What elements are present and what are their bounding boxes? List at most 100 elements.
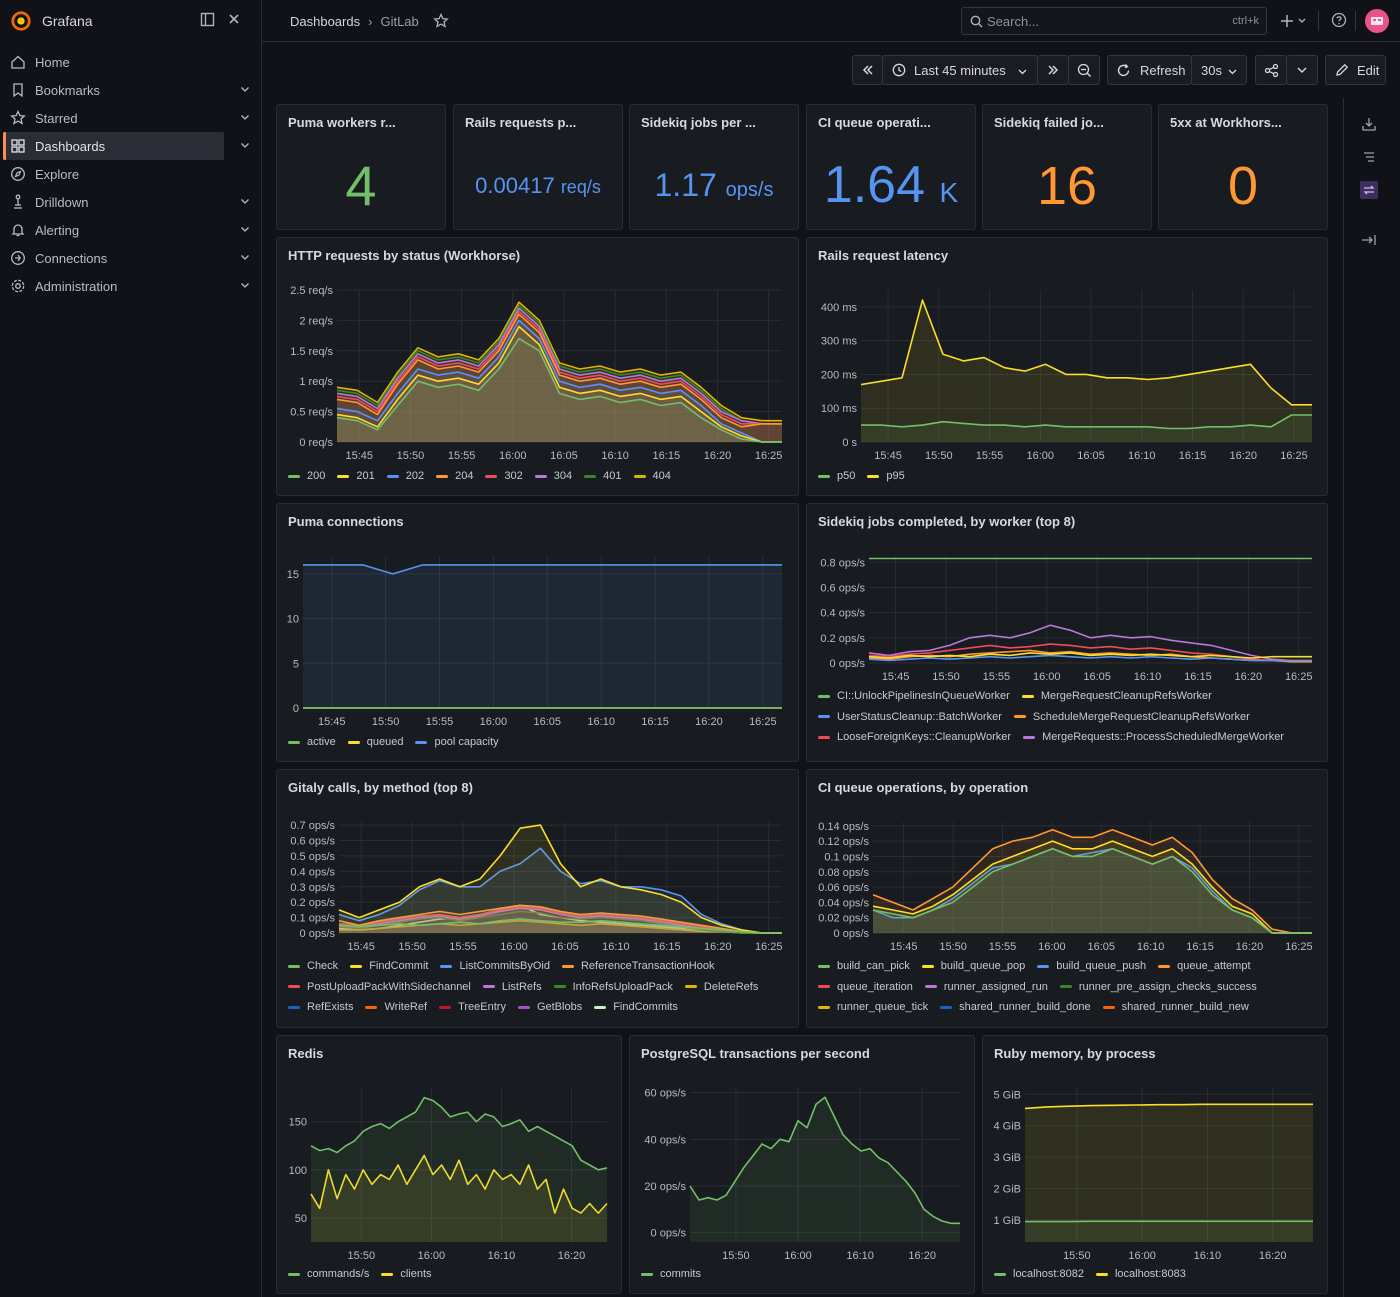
breadcrumb-dashboards[interactable]: Dashboards <box>290 13 361 29</box>
series-line-304[interactable] <box>336 307 782 425</box>
legend-item[interactable]: p95 <box>867 470 905 482</box>
legend-item[interactable]: queue_iteration <box>818 981 913 993</box>
panel-ruby-memory[interactable]: Ruby memory, by process 1 GiB 2 GiB 3 GiB 4 … <box>982 1035 1328 1294</box>
star-icon[interactable] <box>432 13 449 29</box>
chevron-down-icon[interactable] <box>240 280 250 290</box>
legend-item[interactable]: pool capacity <box>415 736 499 748</box>
outline-icon[interactable] <box>1359 147 1379 167</box>
legend-item[interactable]: localhost:8082 <box>994 1268 1084 1280</box>
series-line-inforefsuploadpack[interactable] <box>338 910 782 934</box>
sidebar-item-bookmarks[interactable]: Bookmarks <box>0 76 262 104</box>
stat-panel-ci-queue[interactable]: CI queue operati... 1.64 K <box>806 104 976 230</box>
chevron-down-icon[interactable] <box>240 112 250 122</box>
sidebar-item-dashboards[interactable]: Dashboards <box>3 132 249 160</box>
legend-item[interactable]: active <box>288 736 336 748</box>
series-line-p50[interactable] <box>861 414 1312 430</box>
legend-item[interactable]: FindCommit <box>350 960 428 972</box>
legend-item[interactable]: ListCommitsByOid <box>440 960 550 972</box>
legend-item[interactable]: CI::UnlockPipelinesInQueueWorker <box>818 690 1010 702</box>
legend-item[interactable]: MergeRequests::ProcessScheduledMergeWork… <box>1023 731 1284 743</box>
series-line-mergerequests-processscheduledmergeworker[interactable] <box>868 624 1312 662</box>
sidebar-item-drilldown[interactable]: Drilldown <box>0 188 262 216</box>
time-shift-forward-button[interactable] <box>1037 55 1069 85</box>
stat-panel-sidekiq-jobs[interactable]: Sidekiq jobs per ... 1.17 ops/s <box>629 104 799 230</box>
chevron-down-icon[interactable] <box>240 140 250 150</box>
series-line-p95[interactable] <box>860 299 1312 406</box>
legend-item[interactable]: LooseForeignKeys::CleanupWorker <box>818 731 1011 743</box>
legend-item[interactable]: ScheduleMergeRequestCleanupRefsWorker <box>1013 711 1250 723</box>
search-input[interactable]: Search... ctrl+k <box>961 7 1267 35</box>
series-line-localhost-8083[interactable] <box>1024 1103 1313 1110</box>
series-line-commits[interactable] <box>689 1096 960 1225</box>
panel-ci-queue-operations[interactable]: CI queue operations, by operation 0 ops/s… <box>806 769 1328 1028</box>
series-line-200[interactable] <box>336 337 782 443</box>
series-line-userstatuscleanup-batchworker[interactable] <box>868 654 1312 662</box>
sidebar-item-home[interactable]: Home <box>0 48 262 76</box>
legend-item[interactable]: 202 <box>386 470 424 482</box>
chevron-down-icon[interactable] <box>240 196 250 206</box>
share-options-button[interactable] <box>1286 55 1318 85</box>
legend-item[interactable]: GetBlobs <box>517 1001 582 1013</box>
time-shift-back-button[interactable] <box>852 55 883 85</box>
close-menu-icon[interactable] <box>227 12 241 26</box>
legend-item[interactable]: clients <box>381 1268 432 1280</box>
legend-item[interactable]: queue_attempt <box>1158 960 1251 972</box>
legend-item[interactable]: PostUploadPackWithSidechannel <box>288 981 471 993</box>
legend-item[interactable]: build_queue_push <box>1037 960 1146 972</box>
sidebar-item-administration[interactable]: Administration <box>0 272 262 300</box>
series-line-pool-capacity[interactable] <box>303 564 782 575</box>
legend-item[interactable]: commits <box>641 1268 701 1280</box>
chevron-down-icon[interactable] <box>240 252 250 262</box>
series-line-clients[interactable] <box>310 1154 608 1214</box>
sidebar-item-starred[interactable]: Starred <box>0 104 262 132</box>
panel-http-requests[interactable]: HTTP requests by status (Workhorse) 0 req… <box>276 237 799 496</box>
chevron-down-icon[interactable] <box>240 224 250 234</box>
chevron-down-icon[interactable] <box>240 84 250 94</box>
legend-item[interactable]: commands/s <box>288 1268 369 1280</box>
dock-menu-icon[interactable] <box>200 12 215 27</box>
legend-item[interactable]: WriteRef <box>365 1001 427 1013</box>
time-range-picker[interactable]: Last 45 minutes <box>882 55 1038 85</box>
legend-item[interactable]: runner_assigned_run <box>924 981 1048 993</box>
legend-item[interactable]: DeleteRefs <box>684 981 758 993</box>
legend-item[interactable]: build_can_pick <box>818 960 910 972</box>
add-new-icon[interactable] <box>1280 13 1310 29</box>
legend-item[interactable]: p50 <box>818 470 855 482</box>
legend-item[interactable]: ListRefs <box>482 981 542 993</box>
legend-item[interactable]: shared_runner_build_done <box>940 1001 1091 1013</box>
legend-item[interactable]: 302 <box>485 470 523 482</box>
collapse-right-icon[interactable] <box>1359 230 1379 250</box>
refresh-interval-picker[interactable]: 30s <box>1191 55 1247 85</box>
panel-gitaly-calls[interactable]: Gitaly calls, by method (top 8) 0 ops/s 0.… <box>276 769 799 1028</box>
series-line-201[interactable] <box>336 325 782 443</box>
share-button[interactable] <box>1255 55 1287 85</box>
legend-item[interactable]: RefExists <box>288 1001 353 1013</box>
stat-panel-5xx-workhorse[interactable]: 5xx at Workhors... 0 <box>1158 104 1328 230</box>
zoom-out-button[interactable] <box>1068 55 1100 85</box>
legend-item[interactable]: 201 <box>337 470 375 482</box>
legend-item[interactable]: runner_queue_tick <box>818 1001 928 1013</box>
legend-item[interactable]: ReferenceTransactionHook <box>561 960 714 972</box>
legend-item[interactable]: queued <box>347 736 403 748</box>
series-line-referencetransactionhook[interactable] <box>338 904 782 934</box>
series-line-deleterefs[interactable] <box>339 919 782 934</box>
stat-panel-rails-requests[interactable]: Rails requests p... 0.00417 req/s <box>453 104 623 230</box>
series-line-302[interactable] <box>336 310 782 425</box>
legend-item[interactable]: localhost:8083 <box>1095 1268 1186 1280</box>
series-line-202[interactable] <box>336 319 782 443</box>
refresh-button[interactable]: Refresh <box>1107 55 1192 85</box>
stat-panel-sidekiq-failed[interactable]: Sidekiq failed jo... 16 <box>982 104 1152 230</box>
legend-item[interactable]: Check <box>288 960 338 972</box>
stat-panel-puma-workers[interactable]: Puma workers r... 4 <box>276 104 446 230</box>
panel-postgres-tps[interactable]: PostgreSQL transactions per second 0 ops/… <box>629 1035 975 1294</box>
sidebar-item-explore[interactable]: Explore <box>0 160 262 188</box>
panel-redis[interactable]: Redis 50 100 150 15:50 16:00 16:10 16:20 command… <box>276 1035 622 1294</box>
series-line-404[interactable] <box>336 301 782 422</box>
help-icon[interactable] <box>1331 12 1347 28</box>
legend-item[interactable]: 200 <box>288 470 325 482</box>
legend-item[interactable]: UserStatusCleanup::BatchWorker <box>818 711 1002 723</box>
series-line-findcommit[interactable] <box>338 824 782 934</box>
legend-item[interactable]: InfoRefsUploadPack <box>553 981 673 993</box>
edit-button[interactable]: Edit <box>1325 55 1386 85</box>
panel-sidekiq-completed[interactable]: Sidekiq jobs completed, by worker (top 8… <box>806 503 1328 762</box>
